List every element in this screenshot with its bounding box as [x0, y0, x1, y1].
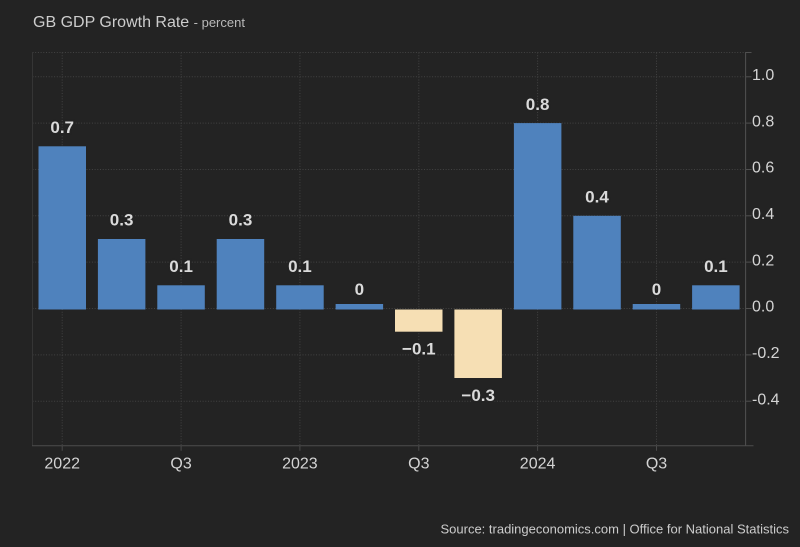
svg-text:Source: tradingeconomics.com |: Source: tradingeconomics.com | Office fo…: [440, 522, 789, 537]
svg-text:Q3: Q3: [646, 455, 667, 472]
svg-text:0.8: 0.8: [752, 113, 774, 130]
svg-text:0.1: 0.1: [288, 257, 312, 276]
svg-text:0: 0: [355, 280, 364, 299]
svg-text:1.0: 1.0: [752, 67, 774, 84]
svg-text:0.7: 0.7: [50, 118, 74, 137]
svg-text:0.8: 0.8: [526, 95, 550, 114]
svg-text:0.2: 0.2: [752, 252, 774, 269]
svg-text:−0.3: −0.3: [461, 386, 495, 405]
svg-text:0: 0: [652, 280, 661, 299]
svg-text:0.4: 0.4: [752, 206, 774, 223]
svg-text:0.4: 0.4: [585, 188, 609, 207]
svg-text:-0.2: -0.2: [752, 345, 780, 362]
svg-text:0.1: 0.1: [704, 257, 728, 276]
svg-text:0.1: 0.1: [169, 257, 193, 276]
svg-text:-0.4: -0.4: [752, 391, 780, 408]
svg-text:0.6: 0.6: [752, 160, 774, 177]
svg-text:0.0: 0.0: [752, 299, 774, 316]
svg-text:−0.1: −0.1: [402, 340, 436, 359]
svg-text:2022: 2022: [44, 455, 80, 472]
svg-text:2024: 2024: [520, 455, 556, 472]
svg-text:Q3: Q3: [170, 455, 191, 472]
svg-text:GB GDP Growth Rate - percent: GB GDP Growth Rate - percent: [33, 14, 245, 31]
svg-text:0.3: 0.3: [110, 211, 134, 230]
svg-text:2023: 2023: [282, 455, 318, 472]
svg-text:Q3: Q3: [408, 455, 429, 472]
svg-text:0.3: 0.3: [229, 211, 253, 230]
